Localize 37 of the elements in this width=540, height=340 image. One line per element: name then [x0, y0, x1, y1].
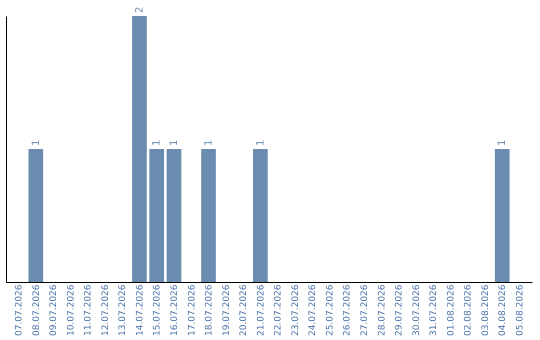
x-tick-label: 18.07.2026 — [204, 284, 215, 336]
x-tick-label: 20.07.2026 — [239, 284, 250, 336]
x-tick-label: 21.07.2026 — [256, 284, 266, 336]
x-tick-label: 10.07.2026 — [66, 284, 76, 336]
x-tick-label: 02.08.2026 — [464, 284, 474, 336]
x-tick-label: 30.07.2026 — [412, 284, 422, 336]
x-tick-label: 04.08.2026 — [498, 284, 508, 336]
x-tick-label: 08.07.2026 — [32, 284, 42, 336]
x-tick-label: 23.07.2026 — [290, 284, 301, 336]
data-label: 1 — [255, 140, 266, 146]
x-tick-label: 07.07.2026 — [14, 284, 25, 336]
data-label: 1 — [204, 140, 215, 146]
x-tick-label: 26.07.2026 — [342, 284, 353, 336]
data-label: 1 — [168, 140, 180, 146]
x-tick-label: 01.08.2026 — [446, 284, 456, 336]
x-tick-label: 27.07.2026 — [360, 284, 370, 336]
x-tick-label: 25.07.2026 — [325, 284, 336, 336]
x-tick-label: 11.07.2026 — [84, 284, 94, 336]
x-tick-label: 28.07.2026 — [377, 284, 388, 336]
x-tick-label: 17.07.2026 — [187, 284, 198, 336]
x-tick-label: 29.07.2026 — [394, 284, 405, 336]
data-label: 2 — [134, 6, 146, 13]
data-label: 1 — [30, 140, 42, 146]
x-tick-label: 05.08.2026 — [515, 284, 526, 336]
x-tick-label: 13.07.2026 — [118, 284, 128, 336]
data-label: 1 — [497, 140, 508, 146]
x-tick-label: 03.08.2026 — [480, 284, 491, 336]
x-tick-label: 15.07.2026 — [152, 284, 163, 336]
x-tick-label: 12.07.2026 — [100, 284, 111, 336]
data-label: 1 — [152, 140, 163, 146]
x-tick-label: 22.07.2026 — [274, 284, 284, 336]
x-tick-label: 14.07.2026 — [135, 284, 146, 336]
x-tick-label: 31.07.2026 — [429, 284, 440, 336]
x-tick-label: 24.07.2026 — [308, 284, 318, 336]
x-tick-label: 19.07.2026 — [222, 284, 232, 336]
x-tick-label: 09.07.2026 — [49, 284, 60, 336]
x-tick-label: 16.07.2026 — [170, 284, 180, 336]
